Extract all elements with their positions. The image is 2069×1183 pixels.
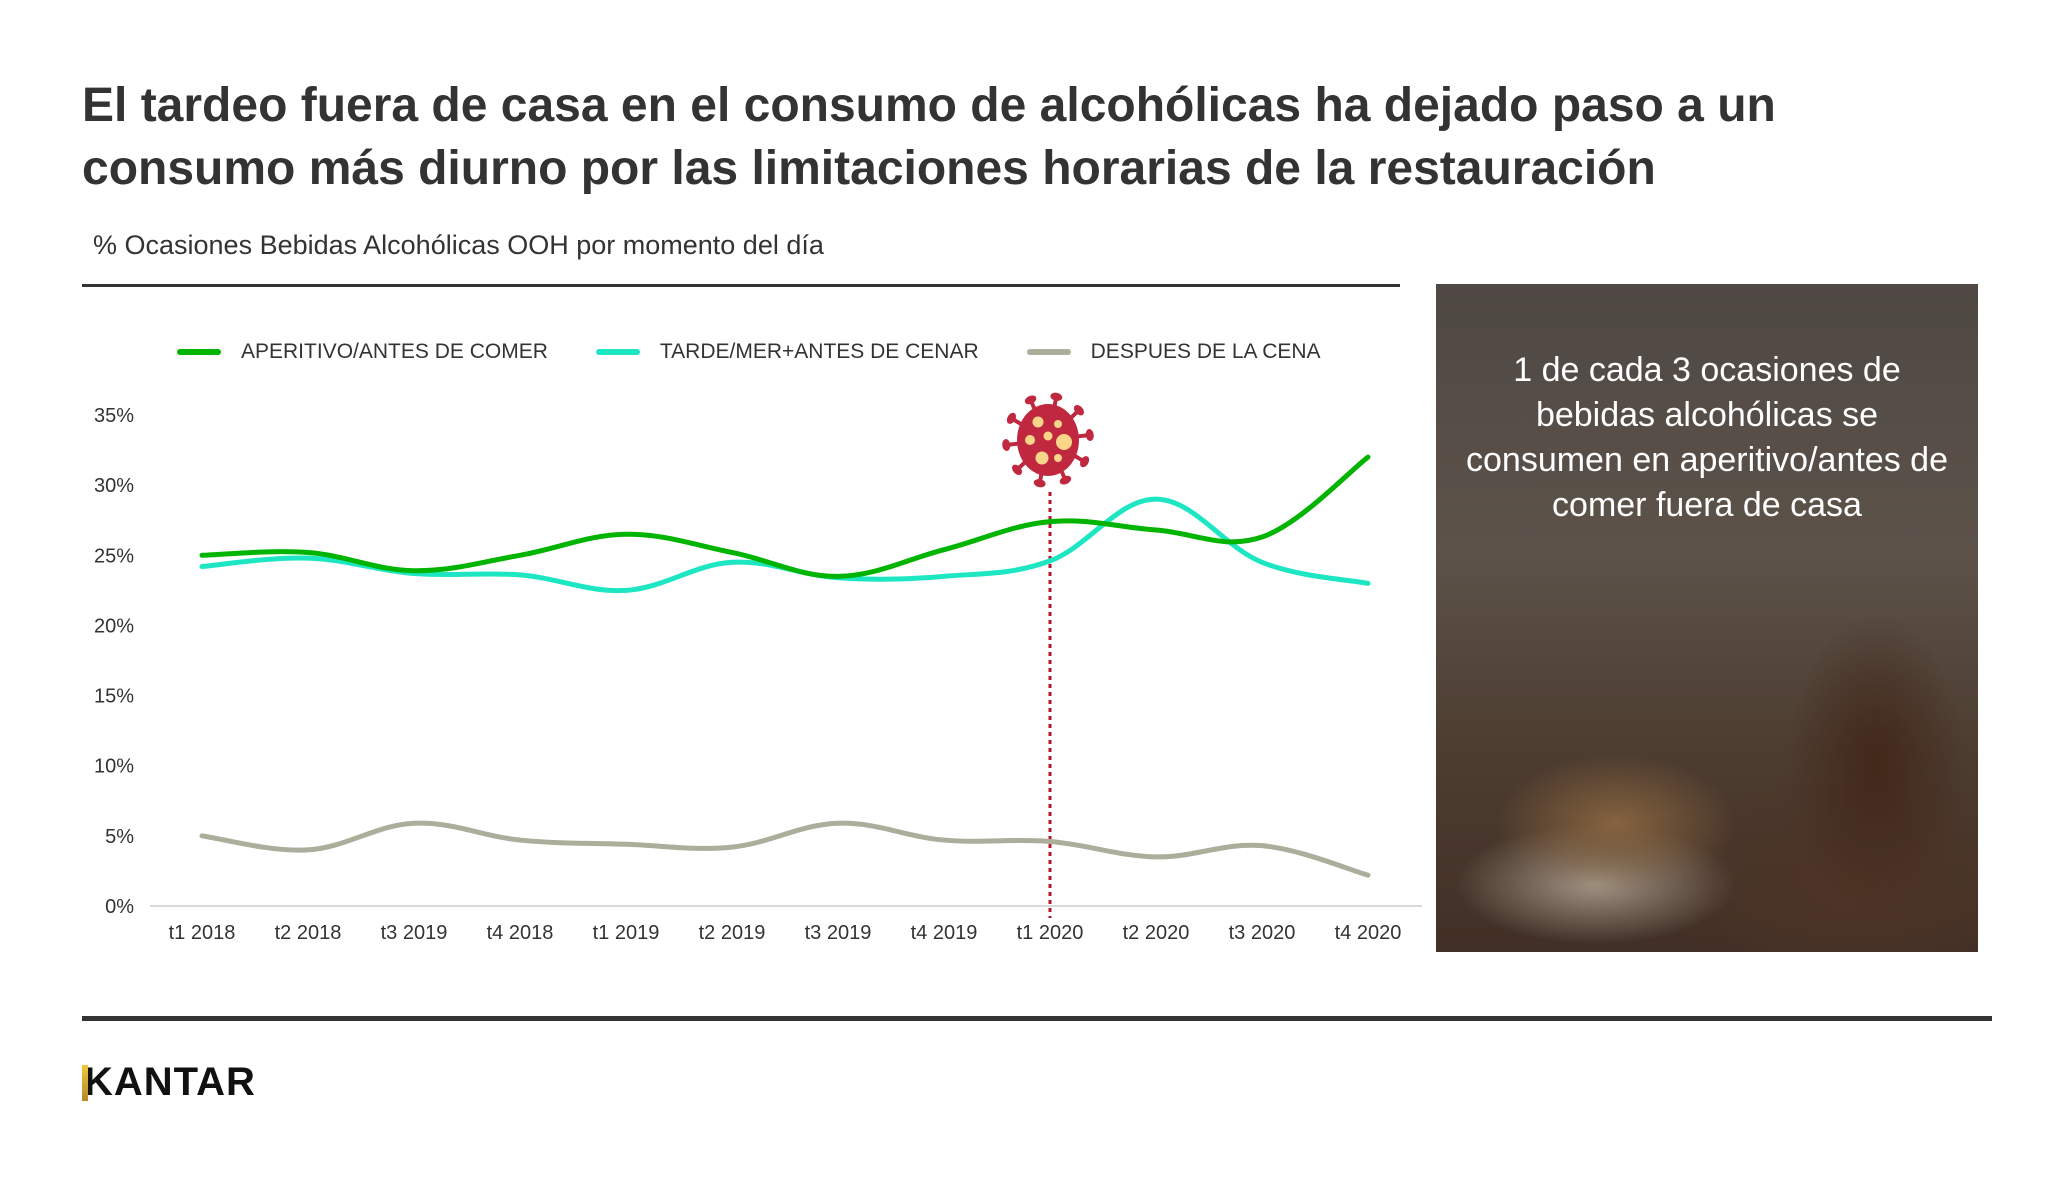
legend-item-aperitivo: APERITIVO/ANTES DE COMER [177, 340, 548, 364]
title-line-2: consumo más diurno por las limitaciones … [82, 142, 1656, 195]
x-tick-label: t4 2019 [911, 922, 978, 944]
divider-bottom [82, 1016, 1992, 1021]
line-chart: 0% 5% 10% 15% 20% 25% 30% 35% t1 2018 t2 2018 t3 2… [82, 300, 1422, 960]
x-tick-label: t4 2018 [487, 922, 554, 944]
series-line-despues [199, 820, 1371, 878]
x-tick-label: t2 2020 [1123, 922, 1190, 944]
y-tick-label: 5% [105, 826, 134, 848]
y-tick-label: 35% [94, 405, 134, 427]
photo-overlay [1436, 284, 1978, 952]
legend-label: TARDE/MER+ANTES DE CENAR [659, 340, 979, 363]
y-tick-label: 0% [105, 896, 134, 918]
chart-legend: APERITIVO/ANTES DE COMER TARDE/MER+ANTES… [177, 340, 1369, 364]
virus-icon [1002, 392, 1094, 488]
title-line-1: El tardeo fuera de casa en el consumo de… [82, 79, 1776, 132]
page-title: El tardeo fuera de casa en el consumo de… [82, 74, 1982, 200]
x-tick-label: t1 2020 [1017, 922, 1084, 944]
y-tick-label: 30% [94, 475, 134, 497]
kantar-logo: KANTAR [82, 1060, 256, 1105]
x-tick-label: t4 2020 [1335, 922, 1402, 944]
divider-top [82, 284, 1400, 287]
legend-label: APERITIVO/ANTES DE COMER [241, 340, 548, 363]
series-line-tarde [199, 496, 1371, 594]
x-tick-label: t1 2019 [593, 922, 660, 944]
x-tick-label: t3 2019 [381, 922, 448, 944]
x-tick-label: t3 2020 [1229, 922, 1296, 944]
y-tick-label: 25% [94, 545, 134, 567]
legend-swatch [1026, 349, 1071, 355]
x-tick-label: t2 2019 [699, 922, 766, 944]
x-tick-label: t3 2019 [805, 922, 872, 944]
callout-text: 1 de cada 3 ocasiones de bebidas alcohól… [1466, 351, 1948, 524]
legend-item-despues: DESPUES DE LA CENA [1026, 340, 1321, 364]
legend-swatch [595, 349, 640, 355]
y-tick-label: 20% [94, 615, 134, 637]
logo-text: KANTAR [84, 1060, 256, 1104]
legend-item-tarde: TARDE/MER+ANTES DE CENAR [595, 340, 979, 364]
chart-subtitle: % Ocasiones Bebidas Alcohólicas OOH por … [93, 230, 824, 260]
y-tick-label: 15% [94, 686, 134, 708]
chart-canvas: 0% 5% 10% 15% 20% 25% 30% 35% t1 2018 t2 2018 t3 2… [94, 392, 1422, 944]
x-tick-label: t2 2018 [275, 922, 342, 944]
logo-accent-bar [82, 1064, 88, 1101]
y-tick-label: 10% [94, 756, 134, 778]
legend-label: DESPUES DE LA CENA [1090, 340, 1321, 363]
photo-panel: 1 de cada 3 ocasiones de bebidas alcohól… [1436, 284, 1978, 952]
legend-swatch [177, 349, 221, 355]
series-line-aperitivo [199, 454, 1371, 579]
x-tick-label: t1 2018 [169, 922, 236, 944]
